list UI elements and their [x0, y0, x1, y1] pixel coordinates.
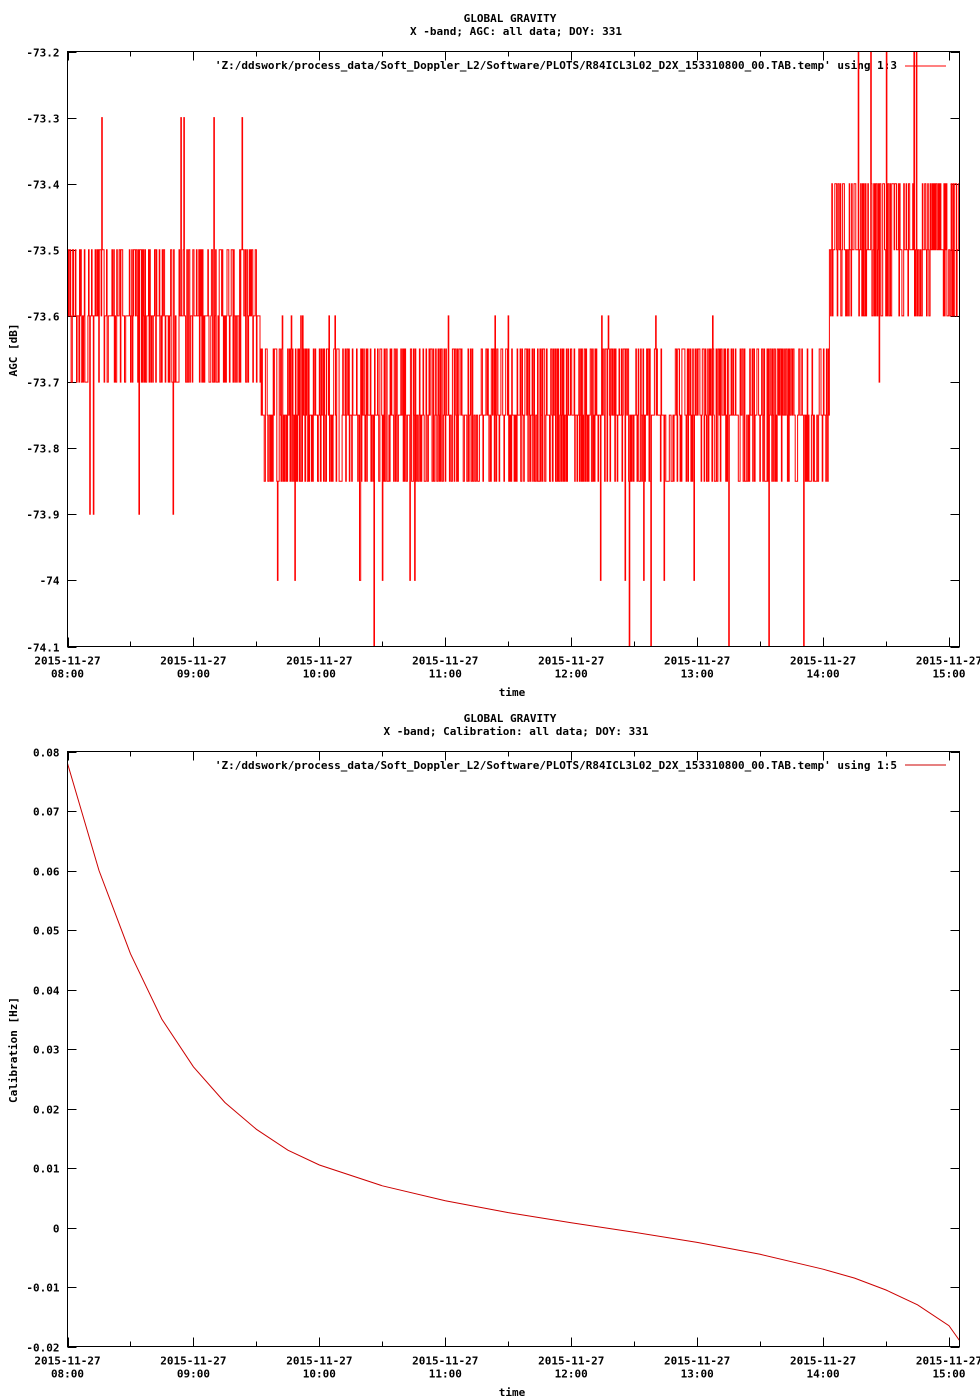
y-tick-label: -73.6 [26, 311, 59, 324]
x-tick-label-time: 13:00 [681, 668, 714, 681]
y-tick-label: 0.06 [33, 866, 60, 879]
chart-title: GLOBAL GRAVITY [464, 712, 557, 725]
x-tick-label-date: 2015-11-27 [538, 655, 604, 668]
x-axis-label: time [499, 1386, 526, 1399]
x-tick-label-date: 2015-11-27 [34, 655, 100, 668]
y-tick-label: -74 [40, 575, 60, 588]
x-tick-label-time: 12:00 [555, 668, 588, 681]
x-tick-label-date: 2015-11-27 [916, 1355, 980, 1368]
y-tick-label: 0 [53, 1223, 60, 1236]
chart-subtitle: X -band; AGC: all data; DOY: 331 [410, 25, 622, 38]
x-tick-label-date: 2015-11-27 [538, 1355, 604, 1368]
y-tick-label: -73.9 [26, 509, 59, 522]
x-tick-label-time: 15:00 [932, 1368, 965, 1381]
calibration-series-line [67, 763, 960, 1341]
y-tick-label: 0.07 [33, 806, 60, 819]
y-axis-label: Calibration [Hz] [7, 997, 20, 1103]
y-axis-label: AGC [dB] [7, 324, 20, 377]
x-tick-label-time: 11:00 [429, 1368, 462, 1381]
agc-series-line [67, 51, 959, 647]
y-tick-label: -73.7 [26, 377, 59, 390]
x-tick-label-date: 2015-11-27 [286, 655, 352, 668]
y-tick-label: 0.01 [33, 1163, 60, 1176]
y-tick-label: -0.01 [26, 1282, 59, 1295]
x-tick-label-date: 2015-11-27 [790, 655, 856, 668]
series-line [67, 51, 959, 647]
axis-ticks: 0.08 0.07 0.06 0.05 0.04 0.03 0.02 0.01 0 -0.01 -0… [26, 747, 980, 1381]
x-tick-label-time: 14:00 [807, 1368, 840, 1381]
x-tick-label-date: 2015-11-27 [34, 1355, 100, 1368]
plot-frame [67, 51, 960, 647]
y-tick-label: -73.8 [26, 443, 59, 456]
x-tick-label-date: 2015-11-27 [916, 655, 980, 668]
x-tick-label-date: 2015-11-27 [412, 655, 478, 668]
x-tick-label-time: 08:00 [51, 668, 84, 681]
x-tick-label-date: 2015-11-27 [664, 1355, 730, 1368]
x-tick-label-time: 10:00 [303, 1368, 336, 1381]
x-tick-label-date: 2015-11-27 [160, 655, 226, 668]
x-tick-label-date: 2015-11-27 [664, 655, 730, 668]
y-tick-label: -73.3 [26, 113, 59, 126]
x-tick-label-time: 09:00 [177, 668, 210, 681]
x-tick-label-time: 08:00 [51, 1368, 84, 1381]
x-tick-label-time: 13:00 [681, 1368, 714, 1381]
y-tick-label: 0.04 [33, 985, 60, 998]
x-tick-label-time: 12:00 [555, 1368, 588, 1381]
chart-subtitle: X -band; Calibration: all data; DOY: 331 [384, 725, 649, 738]
y-tick-label: -73.4 [26, 179, 59, 192]
y-tick-label: 0.03 [33, 1044, 60, 1057]
y-tick-label: -73.2 [26, 47, 59, 60]
x-tick-label-time: 14:00 [807, 668, 840, 681]
axis-ticks: -73.2 -73.3 -73.4 -73.5 -73.6 -73.7 -73.8 -73.9… [26, 47, 980, 681]
y-tick-label: 0.02 [33, 1104, 60, 1117]
x-tick-label-time: 15:00 [932, 668, 965, 681]
x-axis-label: time [499, 686, 526, 699]
x-tick-label-date: 2015-11-27 [790, 1355, 856, 1368]
x-tick-label-time: 09:00 [177, 1368, 210, 1381]
y-tick-label: -74.1 [26, 642, 59, 655]
x-tick-label-date: 2015-11-27 [160, 1355, 226, 1368]
calibration-chart: GLOBAL GRAVITY X -band; Calibration: all… [7, 712, 980, 1399]
series-line [67, 763, 960, 1341]
agc-chart: GLOBAL GRAVITY X -band; AGC: all data; D… [7, 12, 980, 699]
chart-title: GLOBAL GRAVITY [464, 12, 557, 25]
x-tick-label-date: 2015-11-27 [412, 1355, 478, 1368]
y-tick-label: -73.5 [26, 245, 59, 258]
plot-frame [67, 751, 960, 1347]
y-tick-label: -0.02 [26, 1342, 59, 1355]
y-tick-label: 0.05 [33, 925, 60, 938]
legend-label: 'Z:/ddswork/process_data/Soft_Doppler_L2… [215, 59, 897, 72]
y-tick-label: 0.08 [33, 747, 60, 760]
legend-label: 'Z:/ddswork/process_data/Soft_Doppler_L2… [215, 759, 897, 772]
x-tick-label-date: 2015-11-27 [286, 1355, 352, 1368]
x-tick-label-time: 11:00 [429, 668, 462, 681]
x-tick-label-time: 10:00 [303, 668, 336, 681]
